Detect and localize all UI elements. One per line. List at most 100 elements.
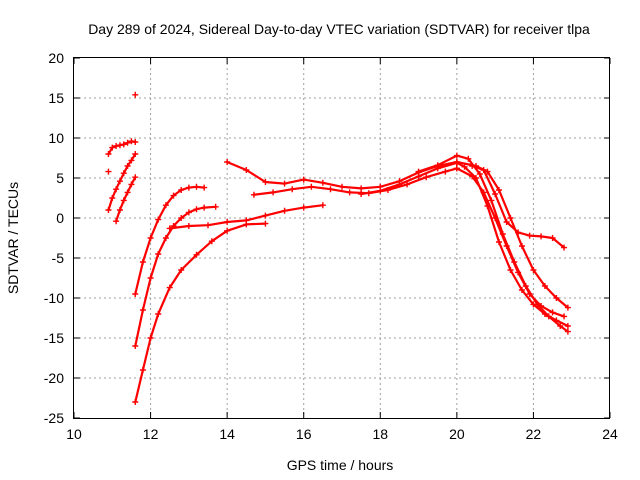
data-point-sat-l — [434, 163, 441, 169]
data-point-sat-h — [281, 180, 288, 187]
data-point-sat-e — [155, 251, 162, 257]
data-point-sat-c — [132, 174, 139, 181]
data-point-sat-k — [453, 152, 460, 159]
data-point-sat-c — [120, 197, 127, 204]
data-point-sat-i — [308, 183, 315, 190]
data-point-sat-d — [178, 187, 185, 193]
data-point-sat-a — [116, 142, 123, 149]
data-point-sat-i — [346, 189, 353, 196]
y-tick-label: -15 — [44, 330, 64, 346]
data-point-sat-b — [116, 178, 123, 185]
data-point-sat-n — [469, 163, 476, 169]
data-point-sat-m — [549, 309, 556, 316]
data-point-sat-f — [155, 311, 162, 317]
data-point-sat-c — [124, 189, 131, 196]
data-point-sat-m — [503, 243, 510, 249]
data-point-sat-b — [132, 151, 139, 157]
data-point-sat-i — [442, 168, 449, 175]
data-point-sat-n — [549, 235, 556, 241]
tick-layer: 10 12 14 16 18 20 22 24 -25 -20 -15 -10 -5 0 5 10 15 20 — [44, 50, 618, 442]
data-point-sat-m — [492, 215, 499, 221]
data-point-sat-d — [170, 192, 177, 199]
data-point-sat-l — [518, 243, 525, 249]
grid-layer — [74, 58, 610, 418]
x-tick-label: 20 — [449, 426, 465, 442]
data-point-sat-e — [139, 307, 146, 313]
x-tick-label: 24 — [602, 426, 618, 442]
data-point-sat-d — [201, 184, 208, 191]
x-tick-label: 14 — [219, 426, 235, 442]
outlier-point — [105, 168, 112, 175]
y-tick-label: 10 — [48, 130, 64, 146]
x-tick-label: 22 — [526, 426, 542, 442]
data-point-sat-f — [147, 335, 154, 341]
y-tick-label: -10 — [44, 290, 64, 306]
series-sat-i — [252, 167, 458, 196]
data-point-sat-b — [128, 157, 135, 164]
data-point-sat-i — [423, 174, 430, 181]
data-point-sat-l — [495, 187, 502, 193]
y-tick-label: -25 — [44, 410, 64, 426]
series-sat-d — [134, 185, 206, 296]
data-point-sat-m — [561, 313, 568, 320]
data-point-sat-n — [526, 232, 533, 239]
data-point-sat-i — [327, 186, 334, 193]
x-tick-label: 16 — [296, 426, 312, 442]
data-point-sat-b — [120, 170, 127, 177]
data-point-sat-d — [155, 216, 162, 223]
data-point-sat-l — [453, 159, 460, 165]
data-point-sat-d — [162, 202, 169, 209]
data-layer — [105, 91, 571, 405]
data-point-sat-g — [281, 207, 288, 214]
data-point-sat-b — [105, 207, 112, 213]
data-point-sat-e — [162, 235, 169, 241]
y-tick-label: 15 — [48, 90, 64, 106]
data-point-sat-l — [530, 267, 537, 273]
data-point-sat-n — [492, 191, 499, 197]
data-point-sat-m — [453, 165, 460, 172]
data-point-sat-d — [147, 235, 154, 241]
data-point-sat-c — [128, 181, 135, 188]
data-point-sat-f — [208, 238, 215, 245]
data-point-sat-k — [564, 328, 571, 335]
data-point-sat-e — [147, 275, 154, 281]
data-point-sat-e — [132, 343, 139, 349]
data-point-sat-j — [518, 287, 525, 293]
data-point-sat-i — [250, 191, 257, 198]
data-point-sat-g — [224, 219, 231, 225]
data-point-sat-c — [113, 218, 120, 225]
y-tick-label: -20 — [44, 370, 64, 386]
data-point-sat-a — [120, 141, 127, 148]
data-point-sat-d — [185, 184, 192, 191]
data-point-sat-e — [178, 215, 185, 221]
data-point-sat-n — [480, 167, 487, 173]
data-point-sat-n — [538, 233, 545, 240]
data-point-sat-f — [178, 267, 185, 273]
data-point-sat-f — [132, 399, 139, 405]
data-point-sat-a — [124, 139, 131, 146]
data-point-sat-i — [404, 181, 411, 188]
data-point-sat-g — [166, 225, 173, 232]
data-point-sat-f — [224, 227, 231, 234]
data-point-sat-d — [193, 183, 200, 190]
data-point-sat-m — [469, 173, 476, 180]
data-point-sat-g — [262, 212, 269, 219]
y-tick-label: 20 — [48, 50, 64, 66]
data-point-sat-l — [541, 283, 548, 289]
y-tick-label: 5 — [56, 170, 64, 186]
data-point-sat-e — [201, 204, 208, 211]
data-point-sat-d — [132, 291, 139, 297]
data-point-sat-i — [289, 186, 296, 193]
data-point-sat-e — [193, 206, 200, 213]
data-point-sat-f — [139, 367, 146, 373]
data-point-sat-g — [243, 217, 250, 224]
data-point-sat-h — [243, 167, 250, 173]
plot-frame — [73, 57, 610, 419]
series-sat-m — [455, 167, 566, 318]
data-point-sat-k — [465, 155, 472, 162]
x-tick-label: 10 — [66, 426, 82, 442]
data-point-sat-l — [553, 295, 560, 301]
data-point-sat-f — [166, 284, 173, 291]
data-point-sat-k — [545, 313, 552, 320]
data-point-sat-e — [185, 209, 192, 216]
